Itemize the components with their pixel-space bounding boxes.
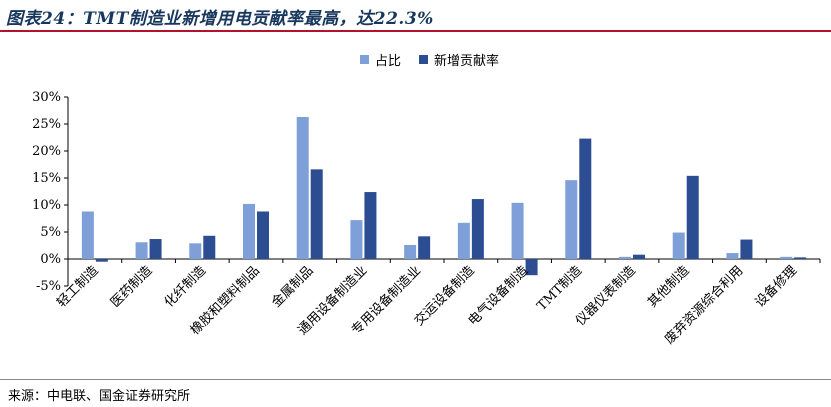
legend-label-share: 占比 <box>375 54 402 69</box>
bar-contribution <box>579 138 592 259</box>
source-divider <box>0 379 831 380</box>
bar-share <box>189 243 202 259</box>
bar-contribution <box>257 211 269 259</box>
bar-share <box>565 180 578 259</box>
y-tick-label: 20% <box>32 144 61 159</box>
bar-contribution <box>633 254 645 259</box>
title-divider <box>0 30 831 32</box>
x-category-label: TMT制造 <box>534 263 585 314</box>
bar-share <box>296 116 309 259</box>
x-category-label: 其他制造 <box>645 263 692 310</box>
y-tick-label: 30% <box>32 90 61 105</box>
bar-contribution <box>794 257 807 259</box>
legend: 占比 新增贡献率 <box>360 50 499 69</box>
legend-item-share: 占比 <box>360 50 401 69</box>
x-category-label: 轻工制造 <box>54 263 101 310</box>
bar-chart: -5%0%5%10%15%20%25%30%轻工制造 医药制造 化纤制造橡胶和塑料制… <box>32 90 821 347</box>
bar-share <box>457 222 470 259</box>
y-tick-label: -5% <box>36 279 61 294</box>
source-note: 来源：中电联、国金证券研究所 <box>8 389 191 404</box>
bar-contribution <box>364 192 377 259</box>
bar-share <box>726 253 739 259</box>
bar-share <box>511 202 524 259</box>
bar-share <box>243 203 255 259</box>
legend-item-contribution: 新增贡献率 <box>419 50 499 69</box>
bar-share <box>672 232 685 259</box>
bar-contribution <box>686 175 699 259</box>
bar-contribution <box>471 199 484 259</box>
y-tick-label: 25% <box>32 117 61 132</box>
bar-contribution <box>740 239 753 259</box>
y-tick-label: 0% <box>40 252 61 267</box>
y-tick-label: 15% <box>32 171 61 186</box>
bar-share <box>780 256 793 259</box>
legend-label-contribution: 新增贡献率 <box>434 54 500 69</box>
bar-share <box>135 242 148 259</box>
bar-contribution <box>418 236 431 259</box>
chart-title: 图表24：TMT制造业新增用电贡献率最高，达22.3% <box>6 9 434 29</box>
x-category-label: 化纤制造 <box>162 263 209 310</box>
bar-share <box>350 220 363 259</box>
bar-share <box>619 256 631 259</box>
legend-swatch-share <box>360 55 369 64</box>
bar-contribution <box>310 169 323 259</box>
legend-swatch-contribution <box>419 55 429 64</box>
x-category-label: 金属制品 <box>268 263 316 311</box>
bar-contribution <box>525 259 538 276</box>
bar-share <box>81 211 94 259</box>
bar-contribution <box>149 239 162 259</box>
bar-contribution <box>203 235 216 259</box>
y-tick-label: 10% <box>32 198 61 213</box>
bar-share <box>404 244 417 259</box>
x-category-label: 医药制造 <box>108 263 155 310</box>
x-category-label: 设备修理 <box>752 263 800 311</box>
y-tick-label: 5% <box>40 225 61 240</box>
bar-contribution <box>95 259 108 262</box>
